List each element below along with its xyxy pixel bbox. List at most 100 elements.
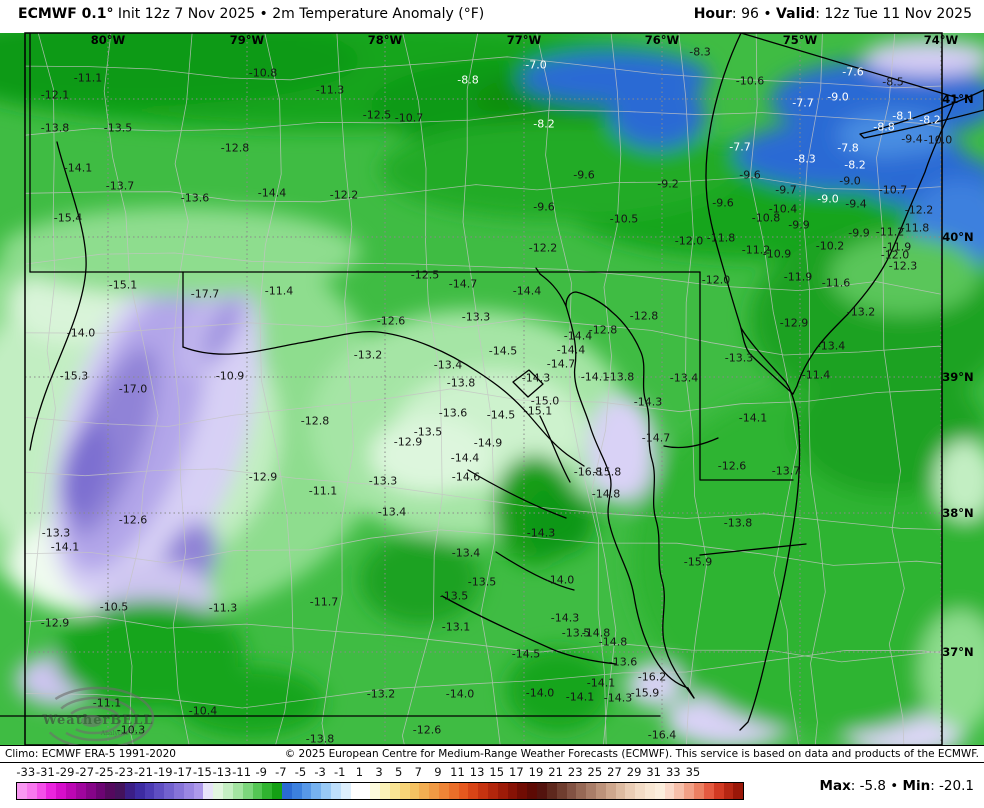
title-detail: Init 12z 7 Nov 2025 • 2m Temperature Ano… (113, 6, 485, 22)
colorbar-cell (17, 783, 27, 799)
border-ny-nj (740, 33, 959, 99)
colorbar-cell (252, 783, 263, 799)
colorbar-cell (340, 783, 351, 799)
border-delaware (699, 271, 794, 481)
colorbar-cell (350, 783, 361, 799)
colorbar-cell (537, 783, 547, 799)
logo-text: WeatherBELL (42, 713, 154, 728)
colorbar-cell (331, 783, 341, 799)
colorbar-cell (566, 783, 577, 799)
map-title: ECMWF 0.1° Init 12z 7 Nov 2025 • 2m Temp… (18, 6, 484, 22)
colorbar-cell (615, 783, 626, 799)
hour-value: : 96 • (731, 6, 777, 22)
colorbar-cell (645, 783, 655, 799)
colorbar-cell (419, 783, 430, 799)
colorbar-cell (301, 783, 312, 799)
colorbar-cell (380, 783, 390, 799)
colorbar-cell (193, 783, 204, 799)
climo-note: Climo: ECMWF ERA-5 1991-2020 (5, 748, 176, 760)
colorbar-cell (242, 783, 253, 799)
colorbar-cell (144, 783, 155, 799)
colorbar-cell (232, 783, 243, 799)
colorbar-tick-label: -5 (294, 765, 307, 779)
colorbar-tick-label: -7 (275, 765, 287, 779)
colorbar-cell (517, 783, 528, 799)
colorbar-cell (370, 783, 381, 799)
colorbar-cell (321, 783, 331, 799)
colorbar-tick-label: 11 (450, 765, 465, 779)
colorbar-cell (595, 783, 606, 799)
border-md-va-delmarva (699, 543, 807, 556)
colorbar-cell (291, 783, 302, 799)
river-potomac (182, 330, 585, 467)
colorbar-cell (124, 783, 135, 799)
colorbar-tick-label: -1 (334, 765, 346, 779)
colorbar-cell (527, 783, 538, 799)
colorbar-tick-label: 1 (355, 765, 364, 779)
colorbar-cell (674, 783, 685, 799)
colorbar-cell (262, 783, 273, 799)
colorbar-cell (311, 783, 322, 799)
colorbar-cell (576, 783, 587, 799)
colorbar-cell (154, 783, 165, 799)
max-min-readout: Max: -5.8 • Min: -20.1 (820, 778, 974, 794)
logo-swirl-core (81, 715, 103, 727)
colorbar-cell (105, 783, 116, 799)
river-york (495, 551, 575, 591)
colorbar-tick-label: -33 (16, 765, 36, 779)
min-label: Min (902, 778, 931, 794)
coast-nj-atlantic (792, 99, 956, 395)
river-james (441, 595, 617, 665)
colorbar-tick-label: -13 (212, 765, 232, 779)
colorbar-cell (507, 783, 518, 799)
colorbar-cell (713, 783, 724, 799)
colorbar-tick-label: 9 (434, 765, 442, 779)
colorbar-cell (458, 783, 469, 799)
colorbar-tick-label: 17 (509, 765, 524, 779)
graticule-lines (25, 33, 942, 745)
colorbar-tick-label: -21 (134, 765, 153, 779)
colorbar-tick-label: 3 (375, 765, 383, 779)
coast-delaware-bay (740, 327, 794, 395)
colorbar-cell (389, 783, 400, 799)
colorbar-cell (26, 783, 37, 799)
colorbar-tick-label: -17 (173, 765, 193, 779)
attribution-bar: Climo: ECMWF ERA-5 1991-2020 © 2025 Euro… (0, 745, 984, 763)
colorbar-cell (654, 783, 665, 799)
colorbar-tick-label: 23 (567, 765, 583, 779)
coast-chesapeake-west (565, 305, 695, 699)
coast-long-island (859, 89, 984, 139)
colorbar-cell (448, 783, 459, 799)
colorbar-tick-label: 21 (548, 765, 563, 779)
colorbar-tick-label: 19 (528, 765, 544, 779)
map-canvas: WeatherBELL Analytics LLC (0, 30, 984, 750)
colorbar-cell (134, 783, 145, 799)
coast-chesapeake-east (565, 291, 695, 699)
colorbar-cell (164, 783, 174, 799)
colorbar-cell (723, 783, 734, 799)
border-ohio-river (29, 141, 87, 451)
river-rappahannock (467, 469, 567, 519)
colorbar-tick-label: -31 (36, 765, 55, 779)
colorbar-tick-label: -25 (94, 765, 114, 779)
header-bar: ECMWF 0.1° Init 12z 7 Nov 2025 • 2m Temp… (0, 0, 984, 30)
colorbar-cell (174, 783, 184, 799)
map-svg: WeatherBELL Analytics LLC (0, 32, 984, 750)
colorbar-tick-label: 35 (685, 765, 701, 779)
valid-time: Hour: 96 • Valid: 12z Tue 11 Nov 2025 (694, 6, 972, 22)
colorbar-tick-label: -11 (232, 765, 252, 779)
colorbar-cell (625, 783, 636, 799)
colorbar-tick-label: 27 (607, 765, 622, 779)
colorbar-tick-label: 31 (646, 765, 662, 779)
colorbar-cell (281, 783, 292, 799)
colorbar-tick-label: -3 (314, 765, 326, 779)
colorbar-tick-label: -23 (114, 765, 134, 779)
colorbar-cell (605, 783, 616, 799)
max-value: : -5.8 (850, 778, 886, 794)
colorbar-cell (95, 783, 106, 799)
state-borders (0, 33, 984, 731)
colorbar-cell (703, 783, 714, 799)
colorbar-cell (46, 783, 57, 799)
river-choptank (663, 437, 719, 449)
colorbar-cell (488, 783, 498, 799)
